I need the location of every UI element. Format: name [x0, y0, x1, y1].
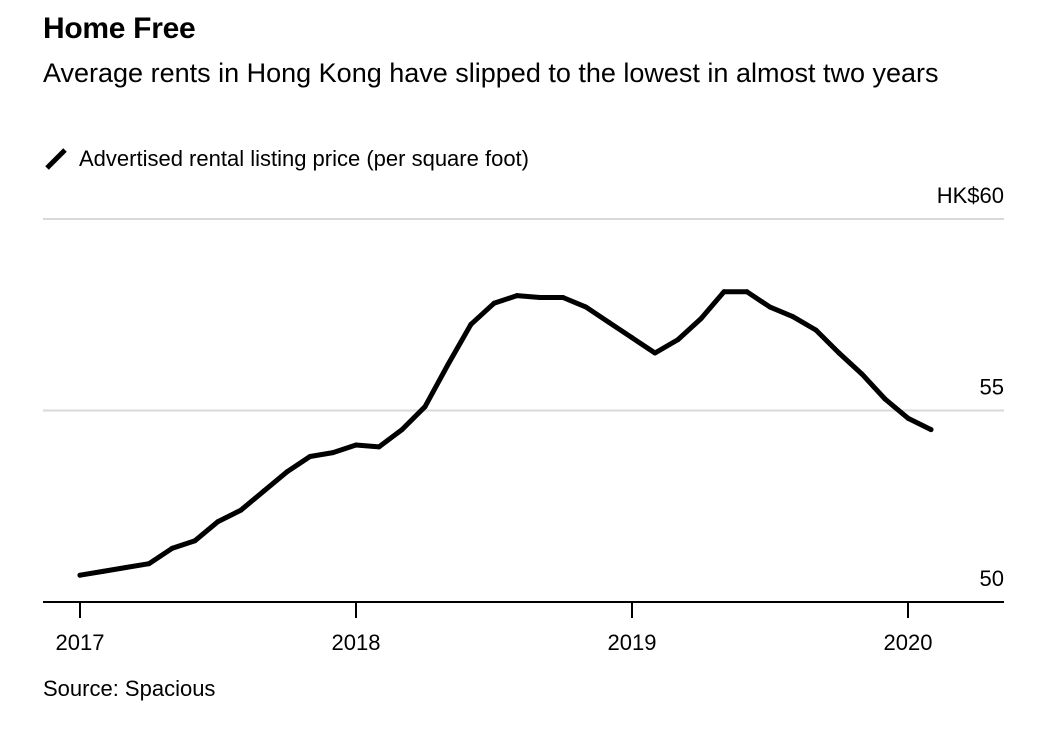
- data-point: [652, 350, 658, 356]
- data-point: [445, 362, 451, 367]
- data-point: [583, 304, 589, 310]
- data-point: [790, 314, 796, 320]
- series-layer: [77, 289, 934, 578]
- data-point: [100, 568, 106, 574]
- source-note: Source: Spacious: [43, 676, 216, 701]
- legend: Advertised rental listing price (per squ…: [43, 144, 529, 174]
- data-point: [629, 335, 635, 341]
- data-point: [353, 442, 359, 448]
- x-tick-label: 2018: [332, 630, 381, 655]
- data-point: [514, 293, 520, 299]
- x-axis: [43, 601, 1004, 618]
- data-point: [330, 450, 336, 456]
- data-point: [767, 304, 773, 310]
- data-point: [77, 572, 83, 578]
- data-point: [468, 321, 474, 327]
- data-point: [123, 565, 129, 570]
- gridlines: [43, 218, 1004, 412]
- data-point: [813, 327, 819, 333]
- data-point: [215, 519, 221, 525]
- data-point: [744, 289, 750, 295]
- series-line-0: [77, 289, 934, 578]
- data-point: [560, 295, 566, 300]
- data-point: [238, 507, 244, 513]
- data-point: [146, 561, 152, 567]
- data-point: [192, 538, 198, 544]
- data-point: [675, 337, 681, 343]
- y-tick-label: HK$60: [937, 183, 1004, 208]
- data-point: [537, 295, 543, 300]
- data-point: [491, 300, 497, 306]
- data-point: [606, 319, 612, 325]
- data-point: [698, 316, 704, 322]
- data-point: [284, 469, 290, 475]
- data-point: [836, 350, 842, 356]
- x-tick-label: 2020: [884, 630, 933, 655]
- data-point: [928, 427, 934, 433]
- y-tick-label: 50: [980, 566, 1004, 591]
- x-tick-label: 2017: [56, 630, 105, 655]
- data-point: [721, 289, 727, 295]
- y-tick-label: 55: [980, 375, 1004, 400]
- data-point: [307, 454, 313, 459]
- data-point: [905, 415, 911, 421]
- data-point: [882, 396, 888, 402]
- data-point: [376, 444, 382, 450]
- data-point: [422, 404, 428, 410]
- data-point: [859, 371, 865, 377]
- legend-label: Advertised rental listing price (per squ…: [79, 146, 529, 171]
- data-point: [261, 488, 267, 494]
- tick-labels: HK$60 55 50 2017 2018 2019 2020: [56, 183, 1004, 655]
- chart-subtitle: Average rents in Hong Kong have slipped …: [43, 58, 939, 88]
- line-swatch-icon: [45, 148, 67, 170]
- x-tick-label: 2019: [608, 630, 657, 655]
- data-point: [399, 427, 405, 433]
- data-point: [169, 545, 175, 551]
- chart-title: Home Free: [43, 12, 196, 45]
